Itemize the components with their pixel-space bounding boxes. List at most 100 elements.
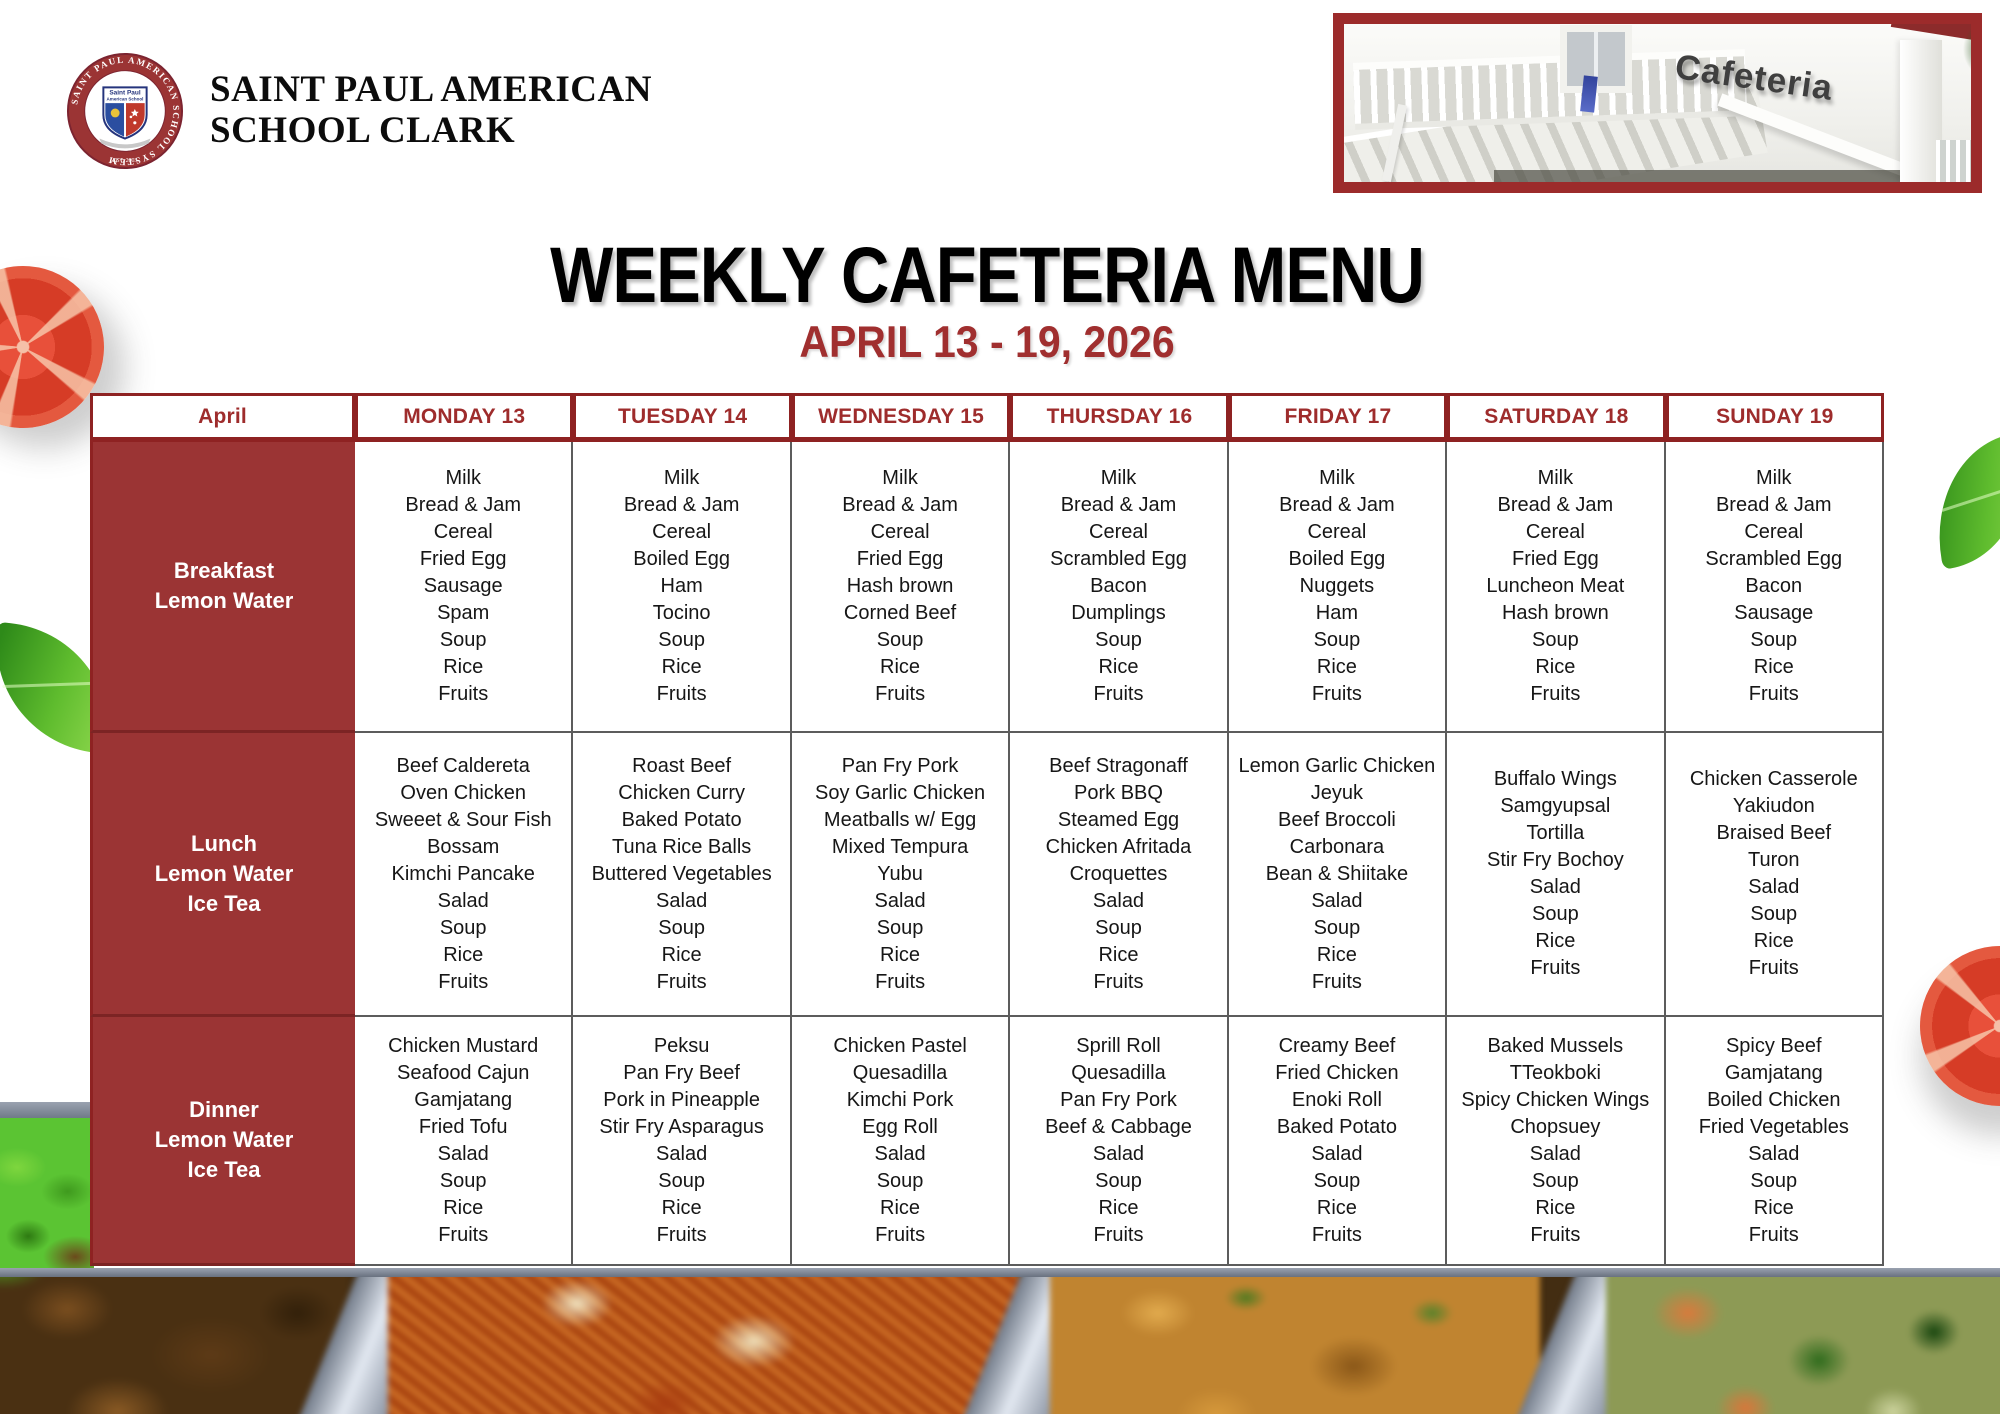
menu-item: Rice [1535, 930, 1576, 952]
menu-item: Salad [874, 1142, 926, 1165]
menu-item: Soup [1750, 629, 1798, 651]
menu-item: Soup [876, 629, 924, 651]
menu-item: Sausage [423, 575, 503, 597]
menu-cell: Baked Mussels TTeokboki Spicy Chicken Wing… [1447, 1017, 1666, 1266]
menu-item: Fruits [438, 970, 489, 993]
seal-shield-line2: American School [107, 97, 144, 102]
seal-est-text: EST. 2003 [113, 158, 138, 164]
menu-item: Jeyuk [1310, 781, 1364, 804]
menu-cell: Chicken Mustard Seafood Cajun Gamjatang Fri… [355, 1017, 574, 1266]
menu-item: Salad [656, 1142, 708, 1165]
menu-item: Seafood Cajun [397, 1061, 530, 1084]
menu-item: Soup [1750, 1169, 1798, 1192]
menu-item: Bread & Jam [1279, 494, 1395, 516]
school-name: SAINT PAUL AMERICAN SCHOOL CLARK [210, 70, 652, 151]
menu-item: Fried Chicken [1275, 1061, 1399, 1084]
menu-cell: Milk Bread & Jam Cereal Fried Egg Hash brown… [791, 442, 1011, 733]
menu-item: Kimchi Pork [846, 1088, 954, 1111]
menu-item: Salad [1529, 876, 1581, 898]
menu-item: Tortilla [1526, 822, 1585, 844]
menu-item: Cereal [1307, 521, 1367, 543]
menu-item: Spam [437, 602, 490, 624]
menu-item: Chicken Casserole [1689, 768, 1858, 790]
menu-item: Rice [1098, 656, 1139, 678]
menu-item: Carbonara [1289, 835, 1385, 858]
meal-label-line: Ice Tea [187, 890, 261, 916]
menu-cell: Milk Bread & Jam Cereal Boiled Egg Ham Tocino… [573, 442, 792, 733]
menu-item: Cereal [1525, 521, 1585, 543]
menu-item: Creamy Beef [1278, 1034, 1396, 1057]
menu-item: Bread & Jam [623, 494, 740, 516]
menu-item: Cereal [652, 521, 712, 543]
menu-item: Rice [1098, 943, 1139, 966]
menu-item: Soup [1531, 629, 1579, 651]
meal-row-label: Breakfast Lemon Water [90, 442, 355, 733]
menu-item: Fruits [1748, 683, 1799, 705]
spaghetti-tray [388, 1268, 1018, 1414]
fried-food-tray [1050, 1268, 1540, 1414]
date-range-subtitle: APRIL 13 - 19, 2026 [799, 317, 1175, 367]
menu-item: Scrambled Egg [1050, 548, 1187, 570]
school-name-line2: SCHOOL CLARK [210, 110, 516, 151]
menu-item: Fruits [656, 1223, 707, 1246]
menu-item: Soup [876, 1169, 924, 1192]
menu-item: Tuna Rice Balls [611, 835, 752, 858]
day-header: TUESDAY 14 [573, 393, 792, 442]
menu-item: Croquettes [1069, 862, 1168, 885]
menu-item: Soup [1313, 629, 1361, 651]
menu-item: Fruits [1311, 683, 1362, 705]
menu-cell: Lemon Garlic Chicken Jeyuk Beef Broccoli Ca… [1228, 733, 1448, 1017]
menu-cell: Milk Bread & Jam Cereal Fried Egg Sausage Spa… [355, 442, 574, 733]
menu-cell: Pan Fry Pork Soy Garlic Chicken Meatballs … [791, 733, 1011, 1017]
school-brand: SAINT PAUL AMERICAN SCHOOL SYSTEM Saint … [66, 52, 652, 170]
menu-cell: Chicken Pastel Quesadilla Kimchi Pork Egg R… [791, 1017, 1011, 1266]
menu-item: Pork BBQ [1074, 781, 1163, 804]
menu-item: Baked Potato [621, 808, 742, 831]
menu-item: Rice [1535, 656, 1576, 678]
menu-item: Soup [439, 916, 487, 939]
menu-cell: Beef Caldereta Oven Chicken Sweeet & Sour … [355, 733, 574, 1017]
menu-item: Bean & Shiitake [1265, 862, 1409, 885]
menu-item: Fried Egg [419, 548, 507, 570]
menu-item: Soup [876, 916, 924, 939]
meal-row-label: Dinner Lemon Water Ice Tea [90, 1017, 355, 1266]
menu-item: Fruits [1311, 1223, 1362, 1246]
menu-item: Steamed Egg [1057, 808, 1180, 831]
menu-item: Soup [439, 629, 487, 651]
menu-item: Salad [1529, 1142, 1581, 1165]
menu-item: Rice [661, 656, 702, 678]
menu-item: Egg Roll [862, 1115, 938, 1138]
menu-item: Fruits [438, 1223, 489, 1246]
menu-item: Rice [443, 656, 484, 678]
menu-item: Fruits [1093, 970, 1144, 993]
menu-item: Bread & Jam [842, 494, 958, 516]
menu-item: Salad [1092, 889, 1145, 912]
menu-item: Ham [1315, 602, 1359, 624]
railing [1936, 140, 1971, 182]
day-header: MONDAY 13 [355, 393, 574, 442]
menu-item: Quesadilla [1071, 1061, 1166, 1084]
menu-item: Soup [658, 1169, 705, 1192]
menu-item: Bread & Jam [405, 494, 522, 516]
menu-item: Pan Fry Pork [1060, 1088, 1177, 1111]
menu-item: Braised Beef [1716, 822, 1832, 844]
menu-item: Fruits [875, 683, 926, 705]
menu-item: Fried Egg [856, 548, 944, 570]
menu-item: Bacon [1090, 575, 1147, 597]
menu-item: Sweeet & Sour Fish [374, 808, 552, 831]
menu-item: Chopsuey [1510, 1115, 1601, 1138]
menu-item: Soup [1531, 1169, 1579, 1192]
menu-item: Fried Tofu [418, 1115, 508, 1138]
menu-item: Milk [1756, 467, 1792, 489]
menu-item: Buffalo Wings [1493, 768, 1617, 790]
menu-item: Quesadilla [852, 1061, 948, 1084]
menu-cell: Chicken Casserole Yakiudon Braised Beef Tur… [1665, 733, 1884, 1017]
menu-item: Salad [1748, 1142, 1800, 1165]
menu-item: Beef Stragonaff [1049, 754, 1188, 777]
menu-item: Fruits [1093, 1223, 1144, 1246]
menu-item: Buttered Vegetables [591, 862, 772, 885]
menu-item: Meatballs w/ Egg [823, 808, 977, 831]
menu-item: Nuggets [1299, 575, 1375, 597]
menu-item: Salad [437, 889, 489, 912]
menu-item: Chicken Mustard [388, 1034, 539, 1057]
